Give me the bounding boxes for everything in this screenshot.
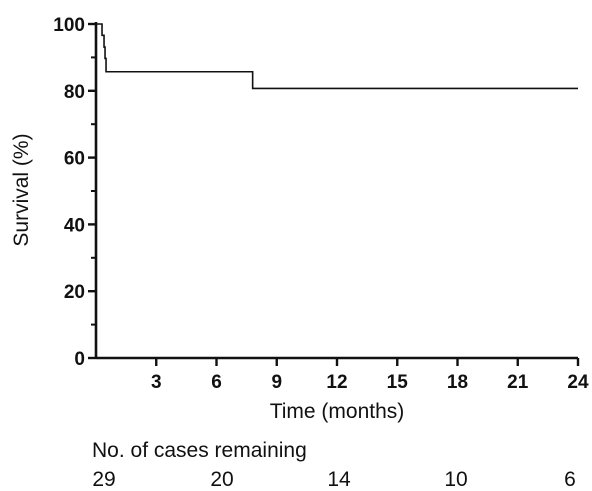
x-axis-ticks: 3 6 9 12 15 18 21 24 [151,358,589,393]
y-tick-label: 100 [53,15,85,36]
y-tick-label: 40 [64,215,85,236]
y-axis-title: Survival (%) [10,133,33,246]
risk-table-counts: 29 20 14 10 6 [92,468,576,491]
risk-count: 20 [210,468,233,491]
risk-count: 14 [327,468,351,491]
x-tick-label: 9 [271,372,282,393]
x-tick-label: 21 [507,372,529,393]
y-axis-ticks: 0 20 40 60 80 100 [53,15,96,370]
risk-count: 6 [564,468,576,491]
y-tick-label: 80 [64,82,85,103]
y-tick-label: 0 [74,349,85,370]
y-tick-label: 20 [64,282,85,303]
x-axis-title: Time (months) [270,400,405,423]
x-tick-label: 3 [151,372,162,393]
x-tick-label: 24 [567,372,589,393]
survival-curve [96,23,578,90]
y-tick-label: 60 [64,149,85,170]
x-tick-label: 12 [326,372,347,393]
risk-count: 29 [92,468,115,491]
x-tick-label: 15 [387,372,409,393]
x-tick-label: 6 [211,372,222,393]
risk-count: 10 [444,468,467,491]
x-tick-label: 18 [447,372,468,393]
risk-table-title: No. of cases remaining [92,439,307,462]
